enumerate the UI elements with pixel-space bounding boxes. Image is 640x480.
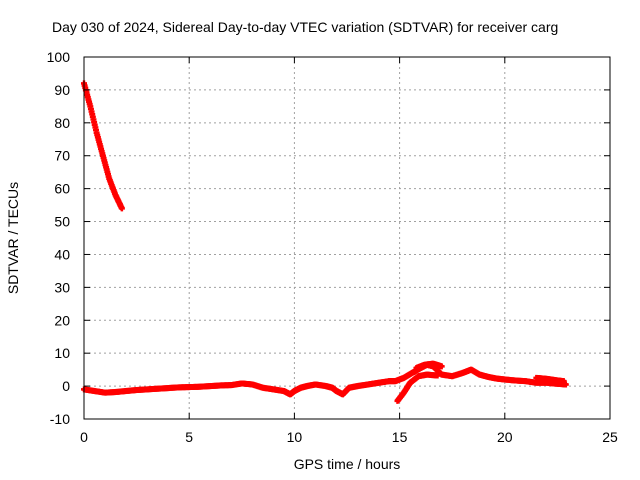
grid-lines [84,57,610,419]
y-tick-label: 20 [54,312,70,328]
axis-ticks: 0 5 10 15 20 25 -10 0 10 20 30 40 50 60 70 80 90 100 [47,49,618,445]
y-tick-label: 80 [54,115,70,131]
data-point [562,381,569,388]
plot-frame [83,56,611,420]
y-tick-label: 90 [54,82,70,98]
y-axis-label: SDTVAR / TECUs [5,182,21,294]
y-tick-label: 30 [54,279,70,295]
y-tick-label: 60 [54,181,70,197]
y-tick-label: 100 [47,49,71,65]
y-tick-label: 0 [62,378,70,394]
data-point [560,378,567,385]
series-segment-early-decline [81,80,125,212]
x-axis-label: GPS time / hours [294,456,401,472]
chart-title: Day 030 of 2024, Sidereal Day-to-day VTE… [52,19,558,35]
series-segment-upper-band-16h [413,360,445,371]
x-tick-label: 0 [80,429,88,445]
x-tick-label: 10 [287,429,303,445]
data-point [438,363,445,370]
x-tick-label: 15 [392,429,408,445]
data-point [118,205,125,212]
y-tick-label: 10 [54,345,70,361]
x-tick-label: 5 [185,429,193,445]
data-point [434,372,441,379]
y-tick-label: 70 [54,148,70,164]
y-tick-label: 40 [54,246,70,262]
series-segment-main-trace [81,361,569,398]
y-tick-label: -10 [50,411,70,427]
series-segment-upper-band-22h [533,374,567,385]
x-tick-label: 25 [602,429,618,445]
data-series [81,80,569,404]
x-tick-label: 20 [497,429,513,445]
y-tick-label: 50 [54,214,70,230]
series-segment-rise-15h [394,371,441,404]
